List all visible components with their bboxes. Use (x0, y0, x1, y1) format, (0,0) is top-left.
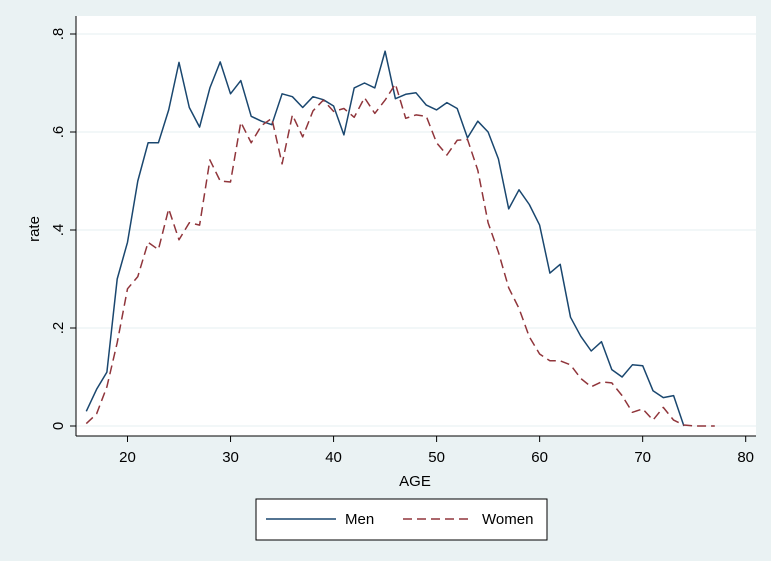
series-line-women (85, 83, 715, 427)
legend-label-women: Women (482, 511, 533, 528)
x-axis-title: AGE (399, 473, 431, 490)
x-tick-label: 80 (737, 449, 754, 466)
y-tick-label: .6 (50, 126, 67, 139)
y-tick-label: .8 (50, 28, 67, 41)
plot-area (76, 16, 756, 436)
y-axis-ticks: 0 .2 .4 .6 .8 (50, 28, 76, 430)
series-line-men (85, 50, 685, 427)
gridlines (76, 33, 756, 427)
series-layer (85, 50, 715, 427)
x-tick-label: 20 (119, 449, 136, 466)
x-tick-label: 30 (222, 449, 239, 466)
y-tick-label: .4 (50, 224, 67, 237)
y-tick-label: 0 (50, 422, 67, 430)
legend: Men Women (255, 498, 548, 541)
x-tick-label: 40 (325, 449, 342, 466)
legend-label-men: Men (345, 511, 374, 528)
x-tick-label: 60 (531, 449, 548, 466)
x-axis-ticks: 20 30 40 50 60 70 80 (119, 436, 754, 466)
x-tick-label: 50 (428, 449, 445, 466)
x-tick-label: 70 (634, 449, 651, 466)
y-tick-label: .2 (50, 322, 67, 335)
y-axis-title: rate (26, 216, 43, 242)
